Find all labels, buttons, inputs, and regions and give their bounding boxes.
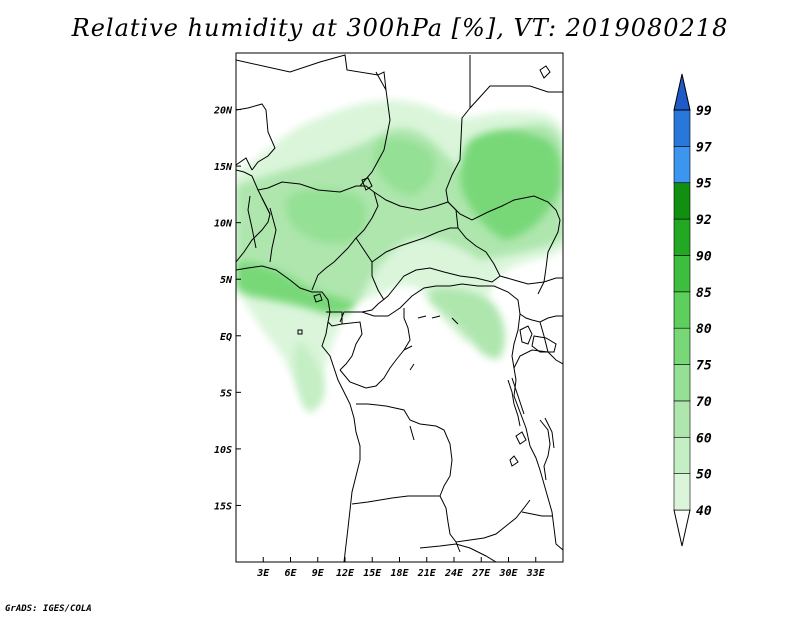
border	[445, 55, 563, 203]
lon-tick-label: 18E	[390, 568, 409, 579]
colorbar-label: 40	[696, 504, 712, 519]
colorbar-segment	[673, 255, 691, 293]
humidity-region-east-central	[430, 288, 506, 359]
lon-tick-label: 33E	[526, 568, 546, 579]
border	[499, 275, 563, 285]
lat-tick-label: 5S	[220, 388, 232, 399]
latitude-axis: 20N 15N 10N 5N EQ 5S 10S 15S	[213, 106, 241, 512]
lat-tick-label: 15N	[214, 162, 233, 173]
lake	[515, 431, 527, 445]
lake	[539, 65, 551, 79]
colorbar-segment	[673, 364, 691, 402]
colorbar-label: 99	[696, 104, 712, 119]
colorbar-label: 90	[696, 249, 712, 264]
island	[297, 329, 303, 335]
lon-tick-label: 30E	[498, 568, 518, 579]
colorbar-label: 85	[696, 286, 712, 301]
colorbar-upper-arrow	[673, 73, 691, 111]
colorbar-lower-arrow	[673, 509, 691, 547]
island	[313, 293, 323, 303]
lon-tick-label: 12E	[336, 568, 355, 579]
humidity-region-strong-north	[374, 138, 435, 196]
lon-tick-label: 3E	[256, 568, 270, 579]
lon-tick-label: 21E	[417, 568, 437, 579]
colorbar-segment	[673, 436, 691, 474]
country-borders	[236, 54, 563, 562]
humidity-region-southwest	[294, 340, 325, 410]
colorbar-label: 60	[696, 431, 712, 446]
colorbar-label: 50	[696, 468, 712, 483]
colorbar-label: 95	[696, 177, 712, 192]
lat-tick-label: 15S	[214, 501, 232, 512]
border	[529, 445, 563, 551]
credit-label: GrADS: IGES/COLA	[5, 604, 92, 614]
humidity-region-strong-northeast	[460, 129, 562, 240]
border	[339, 191, 501, 323]
colorbar-label: 92	[696, 213, 712, 228]
border	[356, 403, 453, 497]
border	[257, 181, 379, 291]
lon-tick-label: 6E	[284, 568, 297, 579]
humidity-region-strong-center	[285, 188, 367, 245]
border	[339, 308, 411, 389]
colorbar-segment	[673, 400, 691, 438]
lon-tick-label: 9E	[312, 568, 325, 579]
humidity-region-strong-west	[236, 260, 356, 315]
map-title: Relative humidity at 300hPa [%], VT: 201…	[71, 14, 729, 42]
lon-tick-label: 15E	[363, 568, 382, 579]
colorbar-segment	[673, 218, 691, 256]
colorbar-label: 80	[696, 322, 712, 337]
humidity-field	[236, 100, 563, 415]
colorbar-label: 70	[696, 395, 712, 410]
lon-tick-label: 27E	[471, 568, 491, 579]
colorbar-label: 75	[696, 359, 712, 374]
colorbar-label: 97	[696, 140, 712, 155]
colorbar-segment	[673, 182, 691, 220]
lat-tick-label: 10S	[214, 445, 232, 456]
lake	[531, 335, 557, 353]
border	[361, 283, 531, 447]
lake	[509, 455, 519, 467]
river	[403, 315, 459, 371]
lat-tick-label: 5N	[220, 275, 233, 286]
border	[419, 541, 497, 562]
colorbar-segment	[673, 473, 691, 511]
lake	[507, 377, 525, 427]
border	[326, 311, 363, 371]
border	[236, 54, 391, 187]
lake	[539, 417, 555, 481]
colorbar: 40 50 60 70 75 80 85 90 92 95 97 99	[673, 73, 712, 547]
colorbar-segment	[673, 291, 691, 329]
lake	[361, 177, 373, 191]
lake	[521, 511, 552, 517]
lat-tick-label: 20N	[213, 106, 233, 117]
lat-tick-label: 10N	[214, 219, 233, 230]
border	[355, 227, 458, 301]
colorbar-segment	[673, 109, 691, 147]
border	[351, 495, 531, 543]
colorbar-segment	[673, 146, 691, 184]
border	[247, 195, 277, 263]
border	[236, 103, 276, 171]
lon-tick-label: 24E	[444, 568, 464, 579]
lake	[519, 325, 533, 345]
border	[447, 195, 561, 295]
colorbar-segment	[673, 327, 691, 365]
longitude-axis: 3E 6E 9E 12E 15E 18E 21E 24E 27E 30E 33E	[256, 557, 546, 579]
lat-tick-label: EQ	[220, 332, 232, 343]
